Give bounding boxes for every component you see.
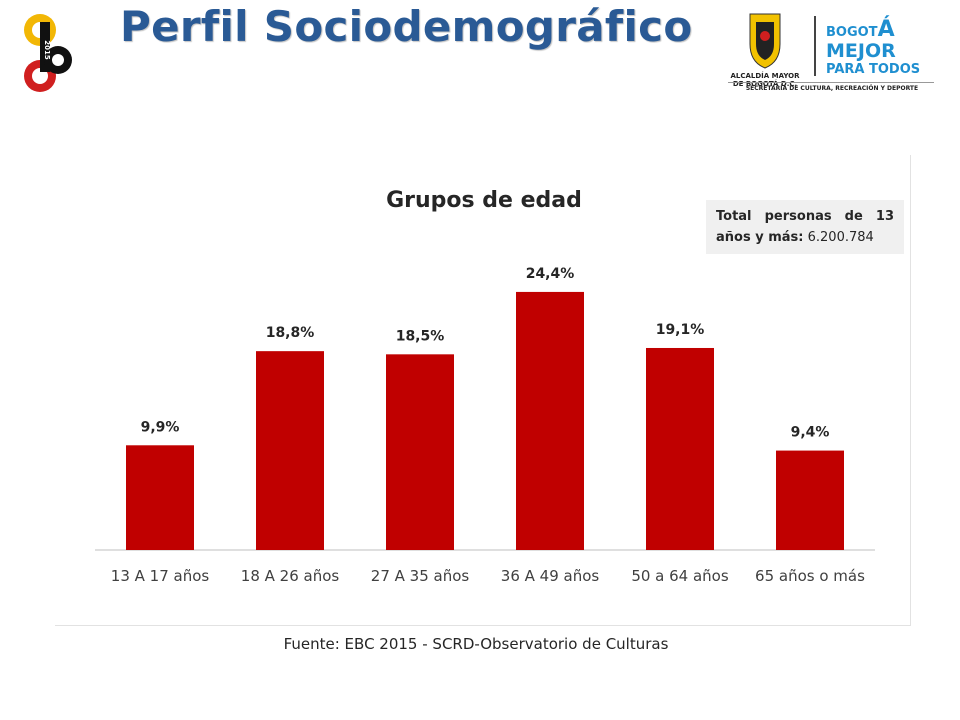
- logo-year-text: 2015: [43, 40, 51, 60]
- data-label-3: 18,5%: [396, 328, 445, 344]
- slogan-line3: PARA TODOS: [826, 62, 920, 77]
- department-name: SECRETARÍA DE CULTURA, RECREACIÓN Y DEPO…: [746, 84, 918, 92]
- bogota-header-logo: ALCALDÍA MAYOR DE BOGOTÁ D.C. BOGOTÁ MEJ…: [728, 13, 934, 92]
- bar-5: [646, 347, 714, 550]
- x-tick-label-3: 27 A 35 años: [371, 567, 470, 585]
- slogan-line1-a: BOGOT: [826, 25, 878, 40]
- data-label-6: 9,4%: [791, 425, 830, 441]
- total-persons-value: 6.200.784: [807, 230, 874, 245]
- bar-3: [386, 354, 454, 550]
- slogan-line2: MEJOR: [826, 40, 896, 62]
- svg-text:BOGOTÁ: BOGOTÁ: [826, 16, 895, 42]
- coat-of-arms-icon: [749, 13, 781, 69]
- total-persons-label: Total personas de 13 años y más:: [716, 209, 894, 245]
- bar-1: [126, 445, 194, 550]
- chart-frame: [55, 155, 911, 626]
- page-title: Perfil Sociodemográfico: [120, 2, 693, 51]
- data-label-4: 24,4%: [526, 266, 575, 282]
- source-note: Fuente: EBC 2015 - SCRD-Observatorio de …: [283, 635, 669, 653]
- x-tick-label-2: 18 A 26 años: [241, 567, 340, 585]
- total-persons-box: Total personas de 13 años y más: 6.200.7…: [706, 200, 904, 254]
- x-tick-label-1: 13 A 17 años: [111, 567, 210, 585]
- ebc-2015-logo: 2015: [24, 14, 72, 92]
- bar-2: [256, 351, 324, 550]
- data-label-1: 9,9%: [141, 419, 180, 435]
- chart-title: Grupos de edad: [386, 188, 582, 213]
- x-tick-label-5: 50 a 64 años: [631, 567, 729, 585]
- x-tick-label-4: 36 A 49 años: [501, 567, 600, 585]
- data-label-5: 19,1%: [656, 322, 705, 338]
- bar-4: [516, 291, 584, 550]
- slogan-line1-b: Á: [878, 16, 895, 42]
- entity-name-line2: DE BOGOTÁ D.C.: [733, 79, 797, 88]
- x-tick-label-6: 65 años o más: [755, 567, 865, 585]
- entity-name-line1: ALCALDÍA MAYOR: [730, 71, 800, 80]
- data-label-2: 18,8%: [266, 325, 315, 341]
- bar-6: [776, 450, 844, 550]
